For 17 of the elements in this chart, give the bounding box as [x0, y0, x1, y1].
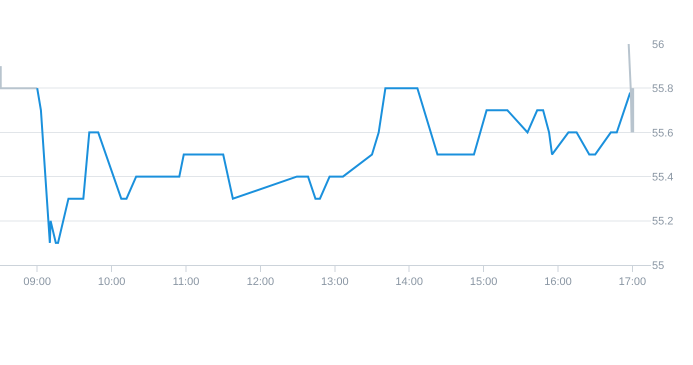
x-tick-label: 09:00 — [23, 276, 51, 288]
x-tick-label: 12:00 — [246, 276, 274, 288]
x-tick-label: 15:00 — [470, 276, 498, 288]
y-tick-label: 55.4 — [652, 171, 674, 184]
x-tick-label: 10:00 — [98, 276, 126, 288]
x-tick-label: 16:00 — [544, 276, 572, 288]
line-series — [36, 87, 632, 244]
y-tick-label: 55.2 — [652, 216, 674, 228]
x-tick-label: 13:00 — [321, 276, 349, 288]
y-tick-label: 56 — [652, 38, 664, 51]
x-tick-label: 11:00 — [172, 276, 200, 288]
y-tick-label: 55 — [652, 260, 664, 272]
x-tick-label: 17:00 — [618, 276, 646, 288]
x-tick-label: 14:00 — [395, 276, 423, 288]
y-tick-label: 55.6 — [652, 127, 674, 140]
line-series — [628, 44, 634, 134]
y-tick-label: 55.8 — [652, 83, 674, 96]
